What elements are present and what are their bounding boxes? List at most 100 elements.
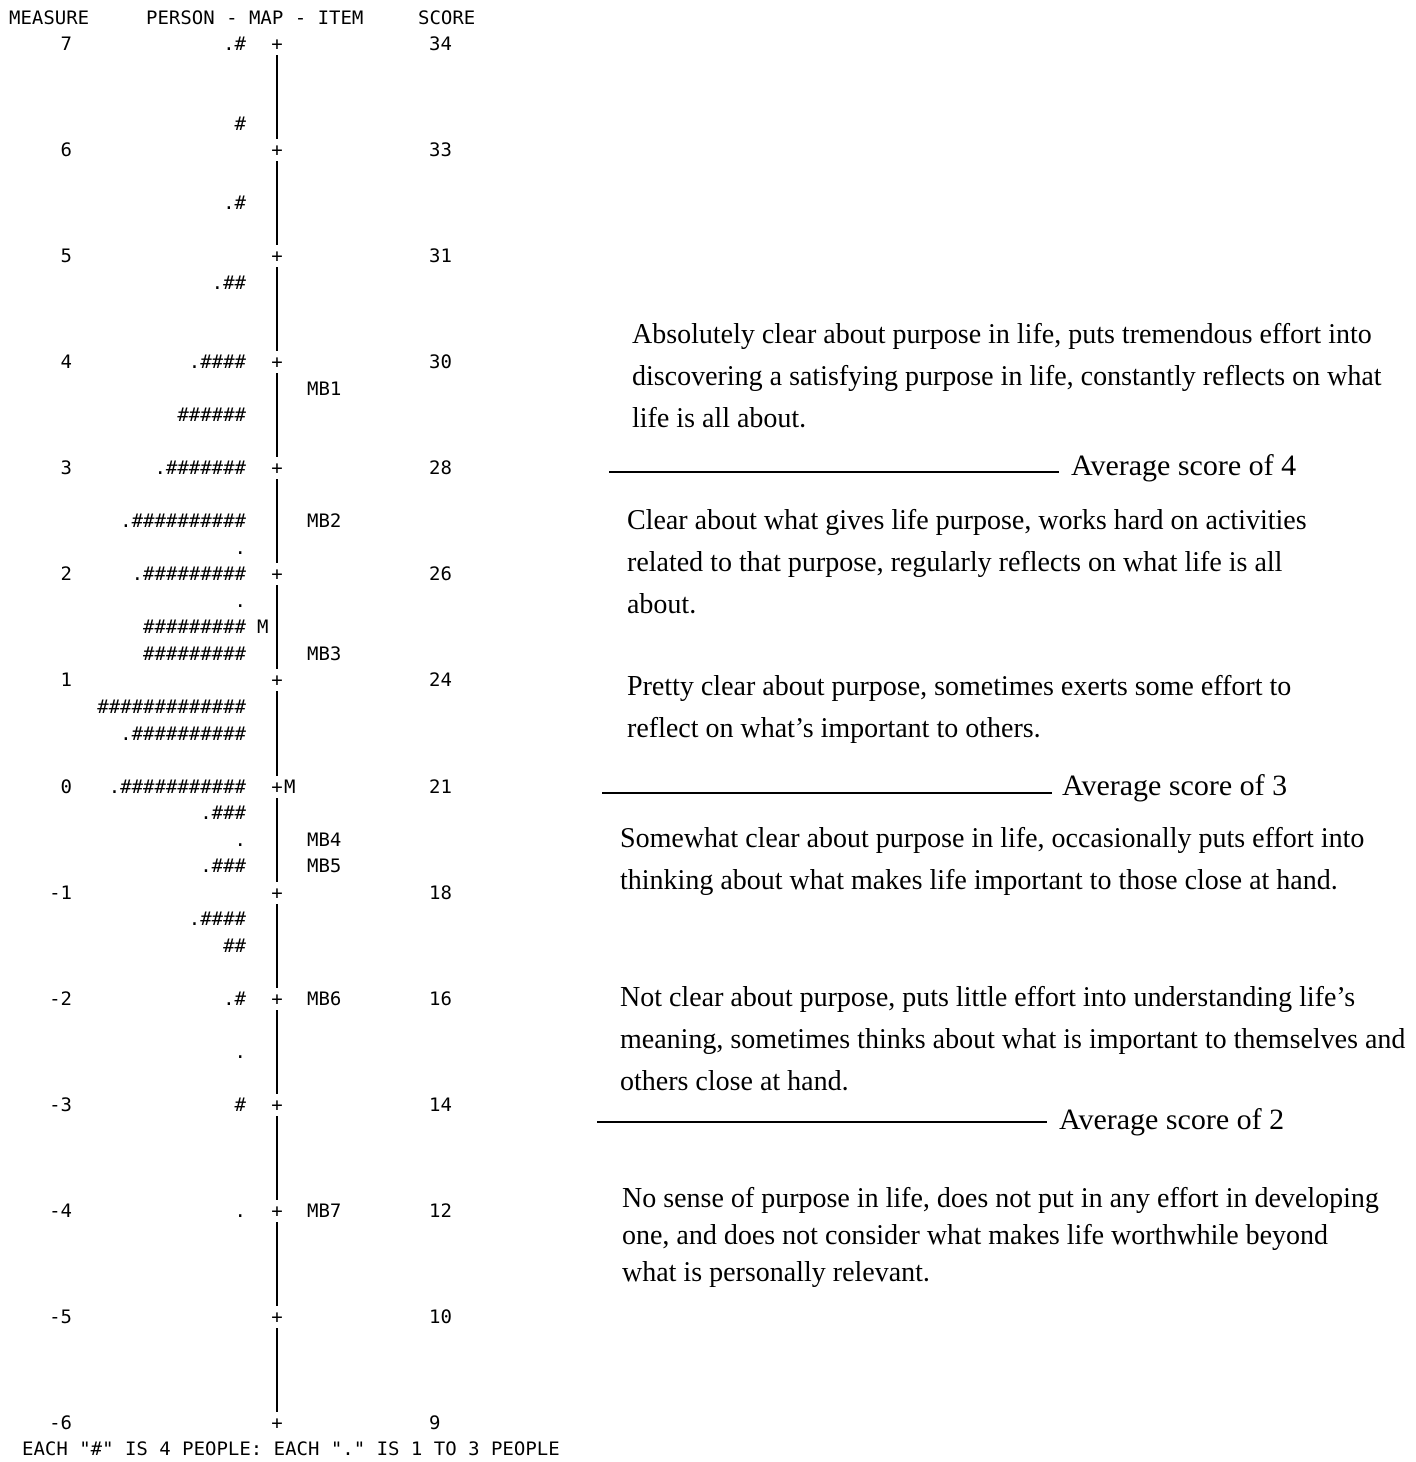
item-label: MB2 [307, 510, 342, 533]
measure-label: -5 [49, 1305, 72, 1328]
person-mean-marker: M [257, 616, 269, 639]
person-row: .########## [120, 722, 246, 745]
threshold-line-3 [602, 792, 1052, 794]
map-footer: EACH "#" IS 4 PEOPLE: EACH "." IS 1 TO 3… [22, 1438, 560, 1460]
person-row: ############# [97, 695, 246, 718]
item-label: MB3 [307, 642, 342, 665]
axis-tick: + [271, 351, 283, 374]
axis-line-segment [276, 479, 278, 564]
measure-label: -3 [49, 1093, 72, 1116]
person-row: .#### [188, 351, 246, 374]
person-row: .########### [108, 775, 246, 798]
axis-tick: + [271, 1199, 283, 1222]
axis-line-segment [276, 797, 278, 882]
threshold-label-4: Average score of 4 [1071, 449, 1297, 482]
person-row: .######### [131, 563, 246, 586]
person-row: .#### [188, 908, 246, 931]
item-label: MB6 [307, 987, 342, 1010]
person-row: ######### [143, 616, 246, 639]
item-label: MB7 [307, 1199, 342, 1222]
axis-line-segment [276, 1327, 278, 1412]
person-row: . [234, 589, 246, 612]
axis-tick: + [271, 139, 283, 162]
threshold-label-3: Average score of 3 [1062, 769, 1288, 802]
person-row: # [234, 112, 246, 135]
person-row: . [234, 1199, 246, 1222]
threshold-label-2: Average score of 2 [1059, 1103, 1285, 1136]
score-label: 16 [429, 987, 452, 1010]
axis-tick: + [271, 881, 283, 904]
axis-tick: + [271, 245, 283, 268]
axis-line-segment [276, 161, 278, 246]
axis-tick: + [271, 775, 283, 798]
axis-line-segment [276, 373, 278, 458]
person-row: .########## [120, 510, 246, 533]
person-row: .# [223, 192, 246, 215]
axis-line-segment [276, 903, 278, 988]
item-mean-marker: M [284, 775, 296, 798]
score-label: 34 [429, 33, 452, 55]
wright-map: MEASURE PERSON - MAP - ITEM SCORE 7 +34 6 +… [0, 0, 600, 1462]
person-row: .### [200, 855, 246, 878]
score-label: 31 [429, 245, 452, 268]
description-level-1: Not clear about purpose, puts little eff… [620, 982, 1406, 1097]
person-row: ######### [143, 642, 246, 665]
axis-tick: + [271, 457, 283, 480]
axis-line-segment [276, 267, 278, 352]
measure-label: 3 [60, 457, 72, 480]
score-label: 24 [429, 669, 452, 692]
axis-line-segment [276, 1221, 278, 1306]
threshold-line-4 [609, 471, 1059, 473]
score-label: 18 [429, 881, 452, 904]
description-level-0: No sense of purpose in life, does not pu… [622, 1183, 1379, 1288]
description-level-5: Absolutely clear about purpose in life, … [632, 319, 1382, 434]
measure-label: -6 [49, 1412, 72, 1434]
score-label: 12 [429, 1199, 452, 1222]
person-row: . [234, 536, 246, 559]
measure-label: 7 [60, 33, 72, 55]
axis-tick: + [271, 1412, 283, 1434]
person-row: ###### [177, 404, 246, 427]
threshold-line-2 [597, 1121, 1047, 1123]
person-row: .# [223, 987, 246, 1010]
axis-line-segment [276, 691, 278, 776]
axis-tick: + [271, 987, 283, 1010]
map-header: PERSON - MAP - ITEM [146, 7, 364, 29]
person-row: ## [223, 934, 246, 957]
measure-label: 1 [60, 669, 72, 692]
person-row: .## [211, 271, 246, 294]
person-row: . [234, 1040, 246, 1063]
description-level-2: Somewhat clear about purpose in life, oc… [620, 823, 1365, 896]
description-level-4: Clear about what gives life purpose, wor… [627, 505, 1307, 620]
measure-label: -1 [49, 881, 72, 904]
item-label: MB1 [307, 377, 342, 400]
person-row: . [234, 828, 246, 851]
axis-line-segment [276, 1115, 278, 1200]
axis-line-segment [276, 1009, 278, 1094]
measure-header: MEASURE [9, 7, 90, 29]
score-label: 14 [429, 1093, 452, 1116]
measure-label: 4 [60, 351, 72, 374]
score-header: SCORE [418, 7, 476, 29]
description-level-3: Pretty clear about purpose, sometimes ex… [627, 671, 1292, 744]
axis-tick: + [271, 1093, 283, 1116]
person-row: # [234, 1093, 246, 1116]
score-label: 10 [429, 1305, 452, 1328]
score-label: 9 [429, 1412, 441, 1434]
score-label: 21 [429, 775, 452, 798]
score-label: 26 [429, 563, 452, 586]
item-label: MB5 [307, 855, 342, 878]
measure-label: -2 [49, 987, 72, 1010]
axis-tick: + [271, 669, 283, 692]
axis-tick: + [271, 563, 283, 586]
measure-label: -4 [49, 1199, 72, 1222]
item-label: MB4 [307, 828, 342, 851]
score-label: 30 [429, 351, 452, 374]
person-row: .### [200, 802, 246, 825]
axis-line-segment [276, 55, 278, 140]
measure-label: 6 [60, 139, 72, 162]
axis-tick: + [271, 1305, 283, 1328]
measure-label: 0 [60, 775, 72, 798]
person-row: .####### [154, 457, 246, 480]
measure-label: 2 [60, 563, 72, 586]
